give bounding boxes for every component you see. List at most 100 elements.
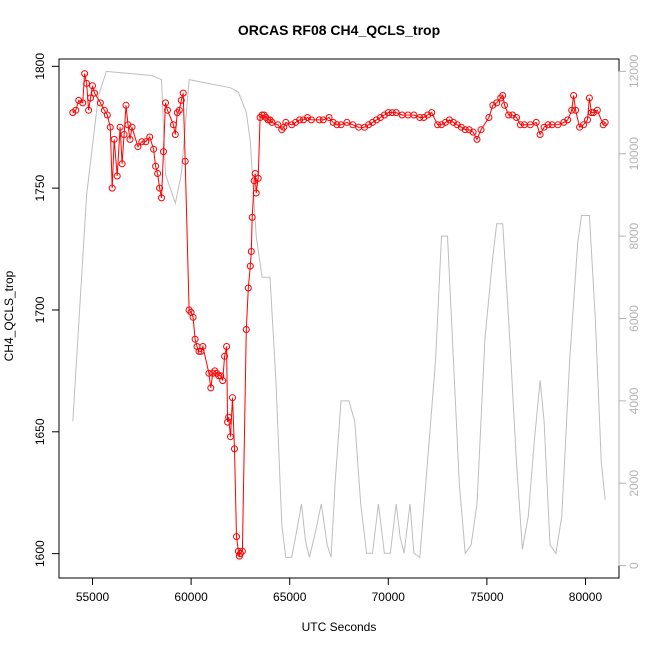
ch4-point [96,99,104,107]
ch4-point [587,109,595,117]
y-tick-label: 1800 [33,53,47,80]
y-axis-right: 0 2000 4000 6000 8000 10000 12000 [618,54,641,569]
ch4-point [199,343,207,350]
ch4-point [195,347,203,355]
ch4-point [516,121,524,129]
ch4-point [158,194,165,202]
y2-tick-label: 12000 [627,54,641,88]
ch4-point [191,335,199,343]
plot-frame [58,58,620,579]
ch4-point [477,126,485,134]
ch4-point [138,138,146,146]
ch4-point [154,170,162,177]
y2-tick-label: 8000 [627,222,641,249]
ch4-point [526,121,534,129]
ch4-point [231,445,238,453]
ch4-point [106,123,114,131]
ch4-point [246,262,254,270]
x-tick-label: 70000 [372,590,406,604]
y-tick-label: 1700 [33,296,47,323]
ch4-point [177,96,185,104]
ch4-point [315,116,323,124]
ch4-point [171,131,179,138]
ch4-point [116,123,124,131]
ch4-point [349,121,357,129]
ch4-point [205,369,213,377]
ch4-point [428,109,436,117]
ch4-point [384,109,392,117]
ch4-point [461,126,469,134]
ch4-point [164,106,171,114]
ch4-point [274,121,282,129]
y-tick-label: 1650 [33,418,47,445]
ch4-point [499,92,507,99]
y-axis-label: CH4_QCLS_trop [2,270,16,361]
y-tick-label: 1750 [33,174,47,201]
ch4-point [416,114,424,121]
x-tick-label: 65000 [273,590,307,604]
ch4-point [156,184,164,192]
y2-tick-label: 10000 [627,137,641,171]
ch4-point [536,131,544,138]
ch4-point [72,106,80,114]
ch4-point [568,106,576,114]
ch4-point [103,111,111,119]
ch4-point [485,114,493,121]
ch4-point [87,94,94,102]
ch4-point [282,118,290,126]
ch4-point [162,99,169,107]
ch4-point [219,377,227,385]
ch4-point [122,101,130,109]
ch4-point [242,326,250,333]
y-tick-label: 1600 [33,540,47,567]
ch4-point [585,94,593,102]
ch4-point [254,174,262,182]
ch4-point [175,106,183,114]
ch4-point [160,148,167,156]
x-tick-label: 75000 [470,590,504,604]
ch4-point [229,394,236,402]
ch4-point [189,313,197,321]
ch4-point [392,109,400,117]
ch4-point [134,143,142,151]
ch4-point [268,118,276,126]
x-tick-label: 80000 [569,590,603,604]
ch4-point [493,99,501,107]
ch4-point [252,189,260,197]
ch4-point [83,79,91,87]
ch4-point [89,82,96,90]
ch4-point [91,89,98,97]
ch4-point [224,418,232,426]
ch4-point [120,131,128,138]
ch4-point [544,121,552,129]
x-axis: 55000 60000 65000 70000 75000 80000 [76,577,603,604]
ch4-point [142,138,150,146]
ch4-point [146,133,154,141]
ch4-point [532,118,540,126]
ch4-point [572,106,580,114]
ch4-point [501,101,509,109]
ch4-point [108,184,116,192]
ch4-point [584,116,591,124]
y2-tick-label: 4000 [627,387,641,414]
ch4-point [81,70,89,78]
y-axis-left: 1600 1650 1700 1750 1800 [33,53,60,567]
ch4-point [434,121,442,129]
ch4-point [223,343,231,350]
ch4-point [179,89,187,97]
ch4-point [233,533,240,541]
ch4-point [152,162,160,170]
ch4-point [169,121,177,129]
ch4-point [221,352,229,360]
ch4-point [85,106,93,114]
secondary-trace-line [72,70,606,559]
secondary-trace [72,70,606,559]
ch4-point [570,92,578,99]
x-tick-label: 60000 [174,590,208,604]
ch4-point [473,135,481,143]
ch4-point [251,170,259,177]
ch4-point [554,121,562,129]
chart-title: ORCAS RF08 CH4_QCLS_trop [238,22,440,38]
ch4-series [69,70,609,560]
